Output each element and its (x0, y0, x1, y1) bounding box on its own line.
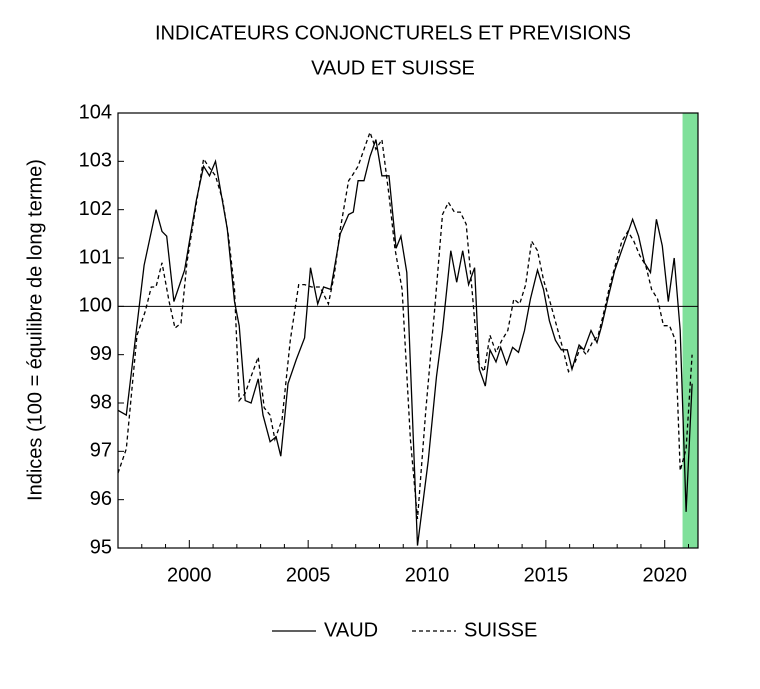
y-tick-label: 101 (79, 246, 112, 268)
y-tick-label: 98 (90, 391, 112, 413)
y-axis-label: Indices (100 = équilibre de long terme) (24, 159, 46, 501)
y-tick-label: 97 (90, 440, 112, 462)
chart-subtitle: VAUD ET SUISSE (311, 57, 475, 79)
y-tick-label: 96 (90, 488, 112, 510)
y-tick-label: 102 (79, 198, 112, 220)
y-tick-label: 99 (90, 343, 112, 365)
chart-title: INDICATEURS CONJONCTURELS ET PREVISIONS (155, 22, 631, 44)
x-tick-label: 2020 (642, 564, 687, 586)
x-tick-label: 2005 (286, 564, 331, 586)
y-tick-label: 103 (79, 150, 112, 172)
legend-label: SUISSE (464, 619, 537, 641)
series-line (117, 130, 693, 520)
y-tick-label: 100 (79, 295, 112, 317)
y-tick-label: 95 (90, 536, 112, 558)
x-tick-label: 2015 (524, 564, 569, 586)
series-line (117, 139, 693, 546)
x-tick-label: 2000 (167, 564, 212, 586)
x-tick-label: 2010 (405, 564, 450, 586)
legend-label: VAUD (324, 619, 378, 641)
plot-frame (117, 112, 699, 549)
y-tick-label: 104 (79, 101, 112, 123)
